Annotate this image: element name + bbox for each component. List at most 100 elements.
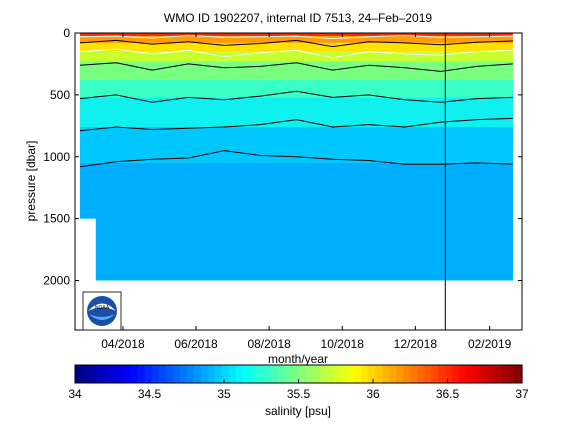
colorbar-segment	[508, 365, 516, 383]
colorbar-segment	[326, 365, 335, 383]
colorbar-ticks: 34 34.5 35 35.5 36 36.5 37	[68, 379, 529, 401]
colorbar-segment	[151, 365, 160, 383]
colorbar-segment	[277, 365, 286, 383]
colorbar-segment	[242, 365, 251, 383]
colorbar-segment	[494, 365, 502, 383]
colorbar-segment	[256, 365, 265, 383]
colorbar-segment	[389, 365, 397, 383]
colorbar-segment	[221, 365, 230, 383]
colorbar-segment	[179, 365, 188, 383]
colorbar-segment	[193, 365, 202, 383]
colorbar-segment	[186, 365, 195, 383]
noaa-logo: NOAA	[82, 291, 122, 331]
colorbar-segment	[375, 365, 383, 383]
colorbar-segment	[445, 365, 453, 383]
colorbar-segment	[75, 365, 83, 383]
colorbar-segment	[438, 365, 446, 383]
logo-wave	[89, 314, 115, 320]
y-axis-ticks: 0 500 1000 1500 2000	[43, 26, 522, 288]
salinity-layer	[80, 127, 513, 163]
x-tick-label: 02/2019	[468, 337, 512, 351]
y-axis-label: pressure [dbar]	[24, 141, 38, 222]
colorbar-segment	[284, 365, 293, 383]
colorbar-segment	[249, 365, 258, 383]
colorbar-gradient	[75, 365, 523, 383]
x-tick-label: 08/2018	[247, 337, 291, 351]
colorbar-segment	[123, 365, 132, 383]
y-tick-label: 500	[50, 88, 70, 102]
colorbar-segment	[214, 365, 223, 383]
colorbar-segment	[368, 365, 376, 383]
colorbar-segment	[487, 365, 495, 383]
colorbar-segment	[473, 365, 481, 383]
colorbar-segment	[81, 365, 90, 383]
colorbar-segment	[466, 365, 474, 383]
colorbar-segment	[137, 365, 146, 383]
colorbar-segment	[382, 365, 390, 383]
salinity-layer	[80, 33, 513, 37]
colorbar-segment	[361, 365, 369, 383]
colorbar-segment	[102, 365, 111, 383]
salinity-layer	[80, 51, 513, 62]
colorbar-segment	[424, 365, 432, 383]
x-tick-label: 06/2018	[174, 337, 218, 351]
x-tick-label: 10/2018	[321, 337, 365, 351]
colorbar-segment	[165, 365, 174, 383]
colorbar-segment	[410, 365, 418, 383]
contour-line	[79, 90, 514, 103]
colorbar-segment	[298, 365, 307, 383]
colorbar-segment	[480, 365, 488, 383]
contour-line	[79, 150, 514, 168]
colorbar-segment	[116, 365, 125, 383]
colorbar-tick-label: 37	[515, 387, 529, 401]
colorbar-label: salinity [psu]	[265, 404, 331, 418]
colorbar-tick-label: 34.5	[138, 387, 162, 401]
colorbar: 34 34.5 35 35.5 36 36.5 37 salinity [psu]	[68, 364, 529, 418]
salinity-layer	[80, 36, 513, 43]
colorbar-segment	[130, 365, 139, 383]
colorbar-segment	[347, 365, 355, 383]
colorbar-segment	[340, 365, 348, 383]
colorbar-segment	[459, 365, 467, 383]
colorbar-segment	[291, 365, 300, 383]
colorbar-segment	[403, 365, 411, 383]
colorbar-segment	[396, 365, 404, 383]
colorbar-segment	[263, 365, 272, 383]
logo-text: NOAA	[95, 305, 110, 311]
colorbar-tick-label: 36.5	[436, 387, 460, 401]
colorbar-segment	[88, 365, 97, 383]
x-axis-label: month/year	[268, 352, 328, 366]
contour-line	[79, 39, 514, 48]
plot-frame	[74, 32, 523, 331]
y-tick-label: 0	[63, 26, 70, 40]
colorbar-segment	[158, 365, 167, 383]
colorbar-segment	[305, 365, 314, 383]
contour-line	[79, 48, 514, 59]
colorbar-segment	[312, 365, 321, 383]
colorbar-segment	[319, 365, 328, 383]
colorbar-segment	[333, 365, 341, 383]
y-tick-label: 1500	[43, 212, 70, 226]
x-tick-label: 12/2018	[394, 337, 438, 351]
colorbar-segment	[144, 365, 153, 383]
colorbar-segment	[172, 365, 181, 383]
contour-line	[79, 62, 514, 72]
salinity-layer	[80, 61, 513, 81]
chart-title: WMO ID 1902207, internal ID 7513, 24–Feb…	[164, 11, 432, 25]
colorbar-segment	[235, 365, 244, 383]
x-tick-label: 04/2018	[101, 337, 145, 351]
colorbar-segment	[417, 365, 425, 383]
colorbar-segment	[354, 365, 362, 383]
colorbar-segment	[431, 365, 439, 383]
colorbar-segment	[270, 365, 279, 383]
colorbar-segment	[501, 365, 509, 383]
no-data-region	[80, 218, 96, 281]
colorbar-segment	[95, 365, 104, 383]
colorbar-tick-label: 35.5	[287, 387, 311, 401]
salinity-layer	[80, 42, 513, 52]
salinity-contours	[79, 34, 514, 168]
plot-area: 0 500 1000 1500 2000 04/2018 06/2018 08/2018 10…	[43, 26, 523, 351]
colorbar-segment	[200, 365, 209, 383]
colorbar-segment	[207, 365, 216, 383]
